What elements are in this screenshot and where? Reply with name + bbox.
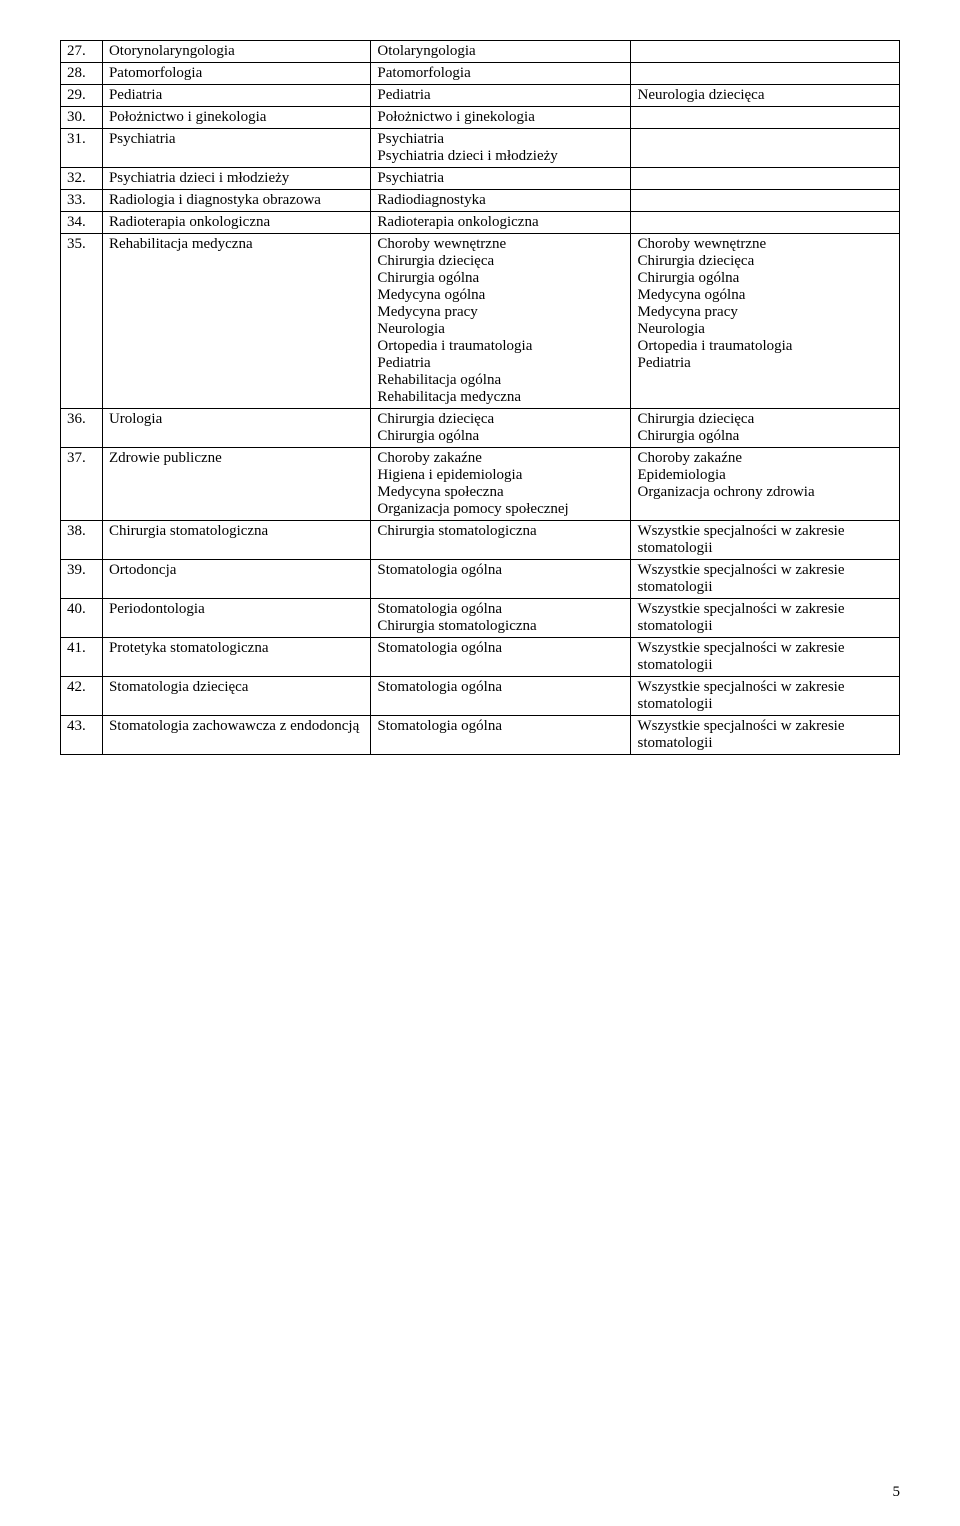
- table-cell: Radiodiagnostyka: [371, 190, 631, 212]
- table-body: 27.OtorynolaryngologiaOtolaryngologia28.…: [61, 41, 900, 755]
- table-cell: 33.: [61, 190, 103, 212]
- table-cell: 42.: [61, 677, 103, 716]
- table-cell: [631, 41, 900, 63]
- table-cell: Wszystkie specjalności w zakresie stomat…: [631, 716, 900, 755]
- table-cell: Choroby zakaźneHigiena i epidemiologiaMe…: [371, 448, 631, 521]
- table-cell: Stomatologia ogólna: [371, 560, 631, 599]
- table-row: 38.Chirurgia stomatologicznaChirurgia st…: [61, 521, 900, 560]
- table-row: 41.Protetyka stomatologicznaStomatologia…: [61, 638, 900, 677]
- table-cell: PsychiatriaPsychiatria dzieci i młodzież…: [371, 129, 631, 168]
- table-cell: Wszystkie specjalności w zakresie stomat…: [631, 638, 900, 677]
- table-cell: Psychiatria: [102, 129, 370, 168]
- table-row: 37.Zdrowie publiczneChoroby zakaźneHigie…: [61, 448, 900, 521]
- table-cell: Radioterapia onkologiczna: [371, 212, 631, 234]
- table-cell: Stomatologia ogólna: [371, 638, 631, 677]
- table-cell: Położnictwo i ginekologia: [371, 107, 631, 129]
- table-cell: Ortodoncja: [102, 560, 370, 599]
- table-cell: Stomatologia ogólna: [371, 716, 631, 755]
- table-cell: 39.: [61, 560, 103, 599]
- table-cell: 43.: [61, 716, 103, 755]
- table-cell: [631, 63, 900, 85]
- specialty-table: 27.OtorynolaryngologiaOtolaryngologia28.…: [60, 40, 900, 755]
- table-cell: 35.: [61, 234, 103, 409]
- table-cell: Patomorfologia: [102, 63, 370, 85]
- table-cell: Rehabilitacja medyczna: [102, 234, 370, 409]
- table-cell: Choroby zakaźneEpidemiologiaOrganizacja …: [631, 448, 900, 521]
- table-row: 34.Radioterapia onkologicznaRadioterapia…: [61, 212, 900, 234]
- table-cell: 29.: [61, 85, 103, 107]
- table-cell: Wszystkie specjalności w zakresie stomat…: [631, 521, 900, 560]
- table-cell: 30.: [61, 107, 103, 129]
- table-cell: [631, 168, 900, 190]
- table-row: 43.Stomatologia zachowawcza z endodoncją…: [61, 716, 900, 755]
- table-cell: [631, 212, 900, 234]
- table-cell: Wszystkie specjalności w zakresie stomat…: [631, 560, 900, 599]
- table-row: 32.Psychiatria dzieci i młodzieżyPsychia…: [61, 168, 900, 190]
- table-cell: Periodontologia: [102, 599, 370, 638]
- table-cell: 38.: [61, 521, 103, 560]
- table-row: 40.PeriodontologiaStomatologia ogólnaChi…: [61, 599, 900, 638]
- table-cell: Chirurgia dziecięcaChirurgia ogólna: [371, 409, 631, 448]
- table-cell: Stomatologia dziecięca: [102, 677, 370, 716]
- table-cell: Choroby wewnętrzneChirurgia dziecięcaChi…: [371, 234, 631, 409]
- table-row: 36.UrologiaChirurgia dziecięcaChirurgia …: [61, 409, 900, 448]
- table-cell: Zdrowie publiczne: [102, 448, 370, 521]
- table-cell: Psychiatria: [371, 168, 631, 190]
- table-cell: Pediatria: [371, 85, 631, 107]
- table-row: 31.PsychiatriaPsychiatriaPsychiatria dzi…: [61, 129, 900, 168]
- table-cell: Wszystkie specjalności w zakresie stomat…: [631, 677, 900, 716]
- table-row: 42.Stomatologia dziecięcaStomatologia og…: [61, 677, 900, 716]
- page-number: 5: [893, 1484, 901, 1501]
- table-cell: Psychiatria dzieci i młodzieży: [102, 168, 370, 190]
- table-cell: Urologia: [102, 409, 370, 448]
- table-row: 35.Rehabilitacja medycznaChoroby wewnętr…: [61, 234, 900, 409]
- table-cell: 41.: [61, 638, 103, 677]
- table-cell: Stomatologia ogólnaChirurgia stomatologi…: [371, 599, 631, 638]
- table-cell: [631, 129, 900, 168]
- table-row: 27.OtorynolaryngologiaOtolaryngologia: [61, 41, 900, 63]
- table-cell: Chirurgia dziecięcaChirurgia ogólna: [631, 409, 900, 448]
- table-cell: Położnictwo i ginekologia: [102, 107, 370, 129]
- table-cell: Choroby wewnętrzneChirurgia dziecięcaChi…: [631, 234, 900, 409]
- table-cell: 31.: [61, 129, 103, 168]
- table-cell: Chirurgia stomatologiczna: [102, 521, 370, 560]
- table-cell: Otolaryngologia: [371, 41, 631, 63]
- table-cell: Stomatologia ogólna: [371, 677, 631, 716]
- table-cell: Radioterapia onkologiczna: [102, 212, 370, 234]
- table-cell: Neurologia dziecięca: [631, 85, 900, 107]
- table-cell: Stomatologia zachowawcza z endodoncją: [102, 716, 370, 755]
- table-cell: 34.: [61, 212, 103, 234]
- table-cell: 36.: [61, 409, 103, 448]
- table-cell: Radiologia i diagnostyka obrazowa: [102, 190, 370, 212]
- table-cell: Protetyka stomatologiczna: [102, 638, 370, 677]
- table-cell: Patomorfologia: [371, 63, 631, 85]
- table-row: 28.PatomorfologiaPatomorfologia: [61, 63, 900, 85]
- table-cell: 37.: [61, 448, 103, 521]
- table-row: 39.OrtodoncjaStomatologia ogólnaWszystki…: [61, 560, 900, 599]
- table-cell: Chirurgia stomatologiczna: [371, 521, 631, 560]
- table-cell: 28.: [61, 63, 103, 85]
- table-cell: Pediatria: [102, 85, 370, 107]
- table-row: 33.Radiologia i diagnostyka obrazowaRadi…: [61, 190, 900, 212]
- table-cell: 40.: [61, 599, 103, 638]
- table-cell: 27.: [61, 41, 103, 63]
- table-cell: [631, 107, 900, 129]
- table-cell: Wszystkie specjalności w zakresie stomat…: [631, 599, 900, 638]
- table-row: 29.PediatriaPediatriaNeurologia dziecięc…: [61, 85, 900, 107]
- table-row: 30.Położnictwo i ginekologiaPołożnictwo …: [61, 107, 900, 129]
- table-cell: [631, 190, 900, 212]
- table-cell: Otorynolaryngologia: [102, 41, 370, 63]
- table-cell: 32.: [61, 168, 103, 190]
